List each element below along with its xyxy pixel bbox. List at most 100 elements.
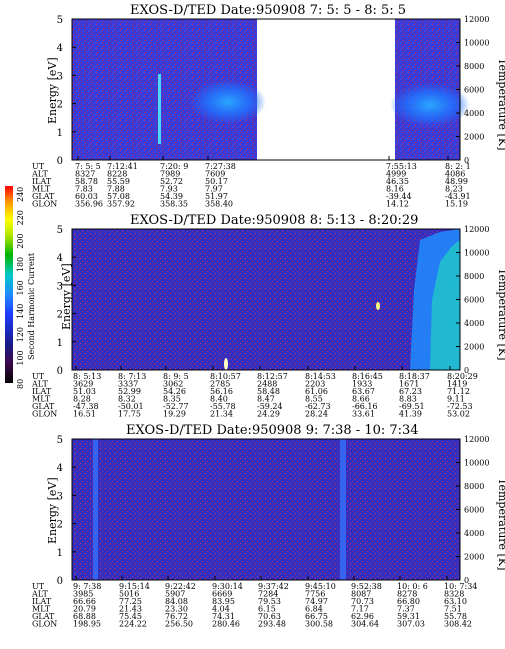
table-cell: 4086: [445, 170, 465, 179]
energy-tick-label: 4: [57, 253, 63, 264]
table-cell: 9.11: [447, 395, 465, 404]
table-cell: -52.77: [163, 402, 189, 411]
table-cell: -47.38: [73, 402, 99, 411]
table-cell: -69.51: [399, 402, 425, 411]
table-cell: 8228: [107, 170, 127, 179]
table-cell: 1933: [352, 380, 372, 389]
energy-tick-label: 0: [57, 366, 63, 377]
table-cell: 9:37:42: [258, 582, 289, 591]
table-cell: 293.48: [258, 620, 286, 629]
table-cell: -59.24: [257, 402, 283, 411]
table-cell: 8: 2: 1: [445, 162, 471, 171]
table-cell: 7:55:13: [386, 162, 417, 171]
table-cell: -39.44: [386, 192, 412, 201]
temperature-tick-label: 4000: [464, 529, 484, 538]
panel-2-heat-core: [430, 240, 460, 370]
table-cell: 14.12: [386, 200, 409, 209]
table-cell: 70.73: [351, 597, 374, 606]
table-cell: -66.16: [352, 402, 378, 411]
energy-tick-label: 0: [57, 156, 63, 167]
colorbar-tick-label: 220: [16, 210, 25, 225]
panel-3-title: EXOS-D/TED Date:950908 9: 7:38 - 10: 7:3…: [126, 423, 419, 438]
temperature-tick-label: 4000: [464, 109, 484, 118]
table-cell: 7609: [205, 170, 225, 179]
panel-1-title: EXOS-D/TED Date:950908 7: 5: 5 - 8: 5: 5: [130, 3, 406, 18]
table-cell: 10: 0: 6: [397, 582, 428, 591]
table-cell: 8.28: [73, 395, 91, 404]
row-label-glon: GLON: [32, 410, 57, 419]
table-cell: 52.72: [160, 177, 183, 186]
table-cell: 256.50: [165, 620, 193, 629]
table-cell: 51.03: [73, 387, 96, 396]
table-cell: 3062: [163, 380, 183, 389]
table-cell: 24.29: [257, 410, 280, 419]
table-cell: 50.17: [205, 177, 228, 186]
energy-tick-label: 2: [57, 520, 63, 531]
table-cell: 6669: [212, 590, 232, 599]
panel-2-ylabel: Energy [eV]: [60, 263, 73, 330]
table-cell: 7.97: [205, 185, 223, 194]
table-cell: 84.08: [165, 597, 188, 606]
colorbar-tick-label: 180: [16, 257, 25, 272]
table-cell: 3985: [73, 590, 93, 599]
table-cell: 4.04: [212, 605, 230, 614]
colorbar-tick-label: 140: [16, 304, 25, 319]
table-cell: 33.61: [352, 410, 375, 419]
table-cell: 7989: [160, 170, 180, 179]
table-cell: 8:16:45: [352, 372, 383, 381]
row-label-ut: UT: [32, 582, 45, 591]
table-cell: 79.53: [258, 597, 281, 606]
table-cell: 8.23: [445, 185, 463, 194]
table-cell: 5907: [165, 590, 185, 599]
table-cell: 48.99: [445, 177, 468, 186]
table-cell: 7.37: [397, 605, 415, 614]
table-cell: 3629: [73, 380, 93, 389]
temperature-tick-label: 8000: [464, 272, 484, 281]
temperature-tick-label: 10000: [464, 39, 489, 48]
colorbar-gradient: [5, 186, 13, 383]
table-cell: 3337: [118, 380, 138, 389]
table-cell: 7: 5: 5: [75, 162, 101, 171]
table-cell: 59.31: [397, 612, 420, 621]
row-label-mlt: MLT: [32, 395, 51, 404]
table-cell: 56.16: [210, 387, 233, 396]
temperature-tick-label: 6000: [464, 296, 484, 305]
energy-tick-label: 4: [57, 463, 63, 474]
table-cell: 300.58: [305, 620, 333, 629]
panel-3: EXOS-D/TED Date:950908 9: 7:38 - 10: 7:3…: [31, 423, 505, 629]
table-cell: 9:30:14: [212, 582, 243, 591]
table-cell: 9:52:38: [351, 582, 382, 591]
table-cell: 66.75: [305, 612, 328, 621]
table-cell: 2488: [257, 380, 277, 389]
table-cell: 358.35: [160, 200, 188, 209]
table-cell: 21.34: [210, 410, 233, 419]
panel-2-plot-area: [72, 229, 460, 370]
table-cell: 83.95: [212, 597, 235, 606]
panel-2-title: EXOS-D/TED Date:950908 8: 5:13 - 8:20:29: [130, 213, 418, 228]
temperature-tick-label: 0: [464, 366, 469, 375]
table-cell: 7756: [305, 590, 325, 599]
panel-1: EXOS-D/TED Date:950908 7: 5: 5 - 8: 5: 5…: [31, 3, 505, 209]
table-cell: 8.32: [118, 395, 136, 404]
table-cell: 8:20:29: [447, 372, 478, 381]
table-cell: 58.78: [75, 177, 98, 186]
table-cell: 23.30: [165, 605, 188, 614]
table-cell: 307.03: [397, 620, 425, 629]
colorbar: 80 100 120 140 160 180 200 220 240 Second Harmon…: [5, 186, 36, 389]
table-cell: 2203: [305, 380, 325, 389]
table-cell: 1671: [399, 380, 419, 389]
table-cell: 17.75: [118, 410, 141, 419]
table-cell: 67.23: [399, 387, 422, 396]
table-cell: 28.24: [305, 410, 328, 419]
table-cell: 308.42: [444, 620, 472, 629]
table-cell: 8:14:53: [305, 372, 336, 381]
row-label-glat: GLAT: [32, 192, 55, 201]
temperature-tick-label: 10000: [464, 459, 489, 468]
temperature-tick-label: 8000: [464, 482, 484, 491]
temperature-tick-label: 12000: [464, 225, 489, 234]
table-cell: 8.55: [305, 395, 323, 404]
table-cell: 8.40: [210, 395, 228, 404]
row-label-alt: ALT: [31, 170, 48, 179]
row-label-ut: UT: [32, 162, 45, 171]
table-cell: 8.47: [257, 395, 275, 404]
